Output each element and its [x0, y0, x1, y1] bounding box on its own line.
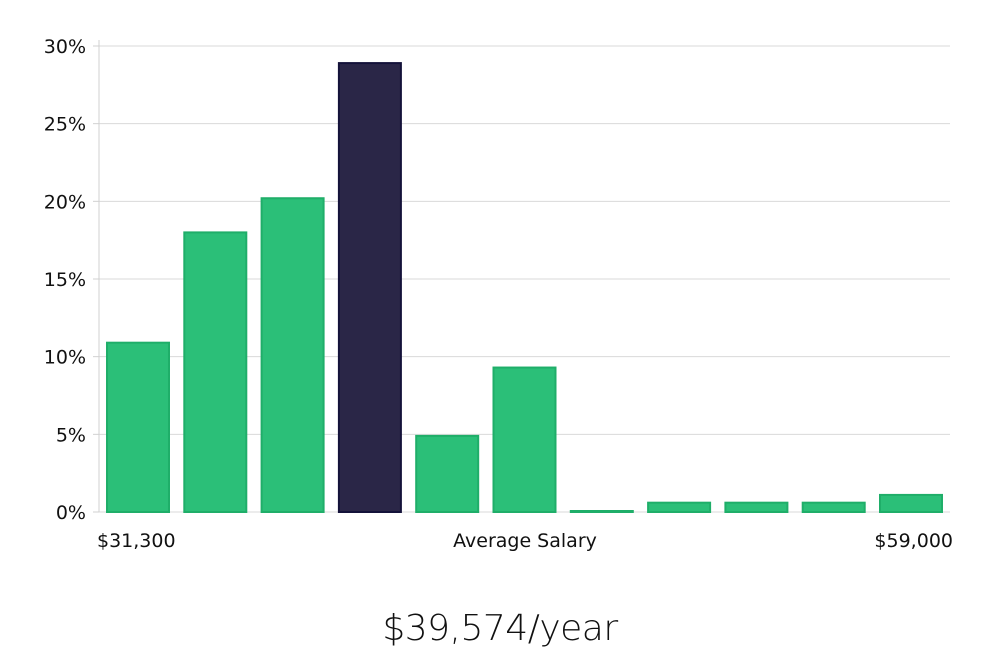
y-tick-label: 0% [56, 502, 86, 524]
y-tick-label: 25% [44, 114, 86, 136]
y-tick-label: 5% [56, 424, 86, 446]
bar [106, 341, 170, 514]
bar-highlighted [337, 62, 402, 513]
bars [106, 62, 943, 514]
bar [260, 197, 325, 514]
salary-histogram: 0% 5% 10% 15% 20% 25% 30% $31,300 Average Sala… [44, 36, 953, 552]
y-tick-label: 30% [44, 36, 86, 58]
bar [415, 434, 480, 513]
x-max-label: $59,000 [874, 530, 953, 552]
bar [801, 501, 866, 513]
x-center-label: Average Salary [453, 530, 597, 552]
bar [569, 510, 634, 513]
bar [183, 231, 248, 513]
y-tick-label: 15% [44, 269, 86, 291]
average-salary-value: $39,574/year [382, 608, 618, 649]
bar [724, 501, 789, 513]
bar [647, 501, 712, 513]
x-min-label: $31,300 [97, 530, 176, 552]
bar [492, 366, 557, 514]
y-tick-label: 10% [44, 347, 86, 369]
y-tick-label: 20% [44, 191, 86, 213]
y-axis-ticks: 0% 5% 10% 15% 20% 25% 30% [44, 36, 99, 524]
bar [879, 493, 943, 513]
